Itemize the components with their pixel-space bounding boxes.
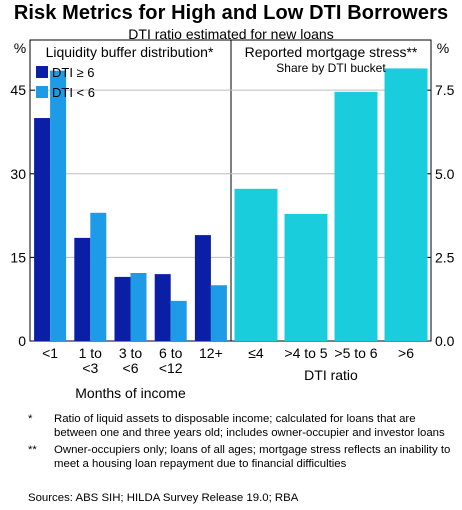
right-category-label: >6 bbox=[398, 345, 414, 361]
bar-stress-1 bbox=[284, 213, 328, 341]
bar-liquidity-s0-1 bbox=[74, 237, 91, 341]
right-category-label: >4 to 5 bbox=[284, 345, 327, 361]
left-unit-label: % bbox=[14, 40, 26, 56]
right-unit-label: % bbox=[437, 40, 449, 56]
right-x-axis-label: DTI ratio bbox=[304, 367, 358, 383]
bar-liquidity-s1-0 bbox=[50, 70, 67, 341]
right-tick-label: 2.5 bbox=[435, 249, 455, 265]
left-category-label: <3 bbox=[82, 360, 98, 376]
footnote-1-text: Ratio of liquid assets to disposable inc… bbox=[54, 413, 445, 439]
left-tick-label: 0 bbox=[18, 333, 26, 349]
left-tick-label: 45 bbox=[10, 82, 26, 98]
left-category-label: 3 to bbox=[119, 345, 143, 361]
chart-title: Risk Metrics for High and Low DTI Borrow… bbox=[13, 2, 449, 24]
right-category-label: >5 to 6 bbox=[334, 345, 377, 361]
legend-swatch-0 bbox=[36, 66, 48, 78]
footnote-2-text: Owner-occupiers only; loans of all ages;… bbox=[54, 444, 451, 470]
right-tick-label: 7.5 bbox=[435, 82, 455, 98]
left-panel-title: Liquidity buffer distribution* bbox=[46, 44, 214, 60]
right-tick-label: 5.0 bbox=[435, 166, 455, 182]
sources-line: Sources: ABS SIH; HILDA Survey Release 1… bbox=[28, 492, 299, 504]
right-panel-subtitle: Share by DTI bucket bbox=[276, 61, 386, 75]
bar-liquidity-s1-3 bbox=[170, 300, 187, 341]
left-tick-label: 15 bbox=[10, 249, 26, 265]
bar-liquidity-s0-3 bbox=[154, 274, 171, 341]
footnote-1-mark: * bbox=[28, 413, 33, 425]
footnote-2-mark: ** bbox=[28, 444, 37, 456]
footnotes: * Ratio of liquid assets to disposable i… bbox=[28, 412, 458, 474]
legend-label-1: DTI < 6 bbox=[52, 85, 95, 100]
legend-swatch-1 bbox=[36, 86, 48, 98]
chart-subtitle: DTI ratio estimated for new loans bbox=[128, 26, 334, 42]
legend-label-0: DTI ≥ 6 bbox=[52, 65, 95, 80]
left-category-label: <6 bbox=[123, 360, 139, 376]
right-panel-title: Reported mortgage stress** bbox=[245, 44, 418, 60]
left-category-label: <12 bbox=[159, 360, 183, 376]
bar-liquidity-s0-4 bbox=[194, 235, 211, 341]
left-category-label: <1 bbox=[42, 345, 58, 361]
left-tick-label: 30 bbox=[10, 166, 26, 182]
bar-liquidity-s1-2 bbox=[130, 272, 147, 341]
chart-area: 0 15 30 45 0.0 2.5 5.0 7.5% % <1 1 to<3 3 to<6 6 to<… bbox=[10, 39, 455, 401]
bar-stress-0 bbox=[234, 188, 278, 341]
left-category-label: 1 to bbox=[79, 345, 103, 361]
bar-liquidity-s0-0 bbox=[34, 118, 51, 341]
left-category-label: 12+ bbox=[199, 345, 223, 361]
bar-stress-3 bbox=[384, 68, 428, 341]
bar-stress-2 bbox=[334, 91, 378, 341]
left-category-label: 6 to bbox=[159, 345, 183, 361]
right-tick-label: 0.0 bbox=[435, 333, 455, 349]
footnote-1: * Ratio of liquid assets to disposable i… bbox=[28, 412, 458, 440]
bar-liquidity-s1-1 bbox=[90, 212, 107, 341]
bar-liquidity-s0-2 bbox=[114, 276, 131, 341]
left-x-axis-label: Months of income bbox=[75, 385, 186, 401]
footnote-2: ** Owner-occupiers only; loans of all ag… bbox=[28, 443, 458, 471]
right-category-label: ≤4 bbox=[248, 345, 264, 361]
bar-liquidity-s1-4 bbox=[210, 285, 227, 341]
